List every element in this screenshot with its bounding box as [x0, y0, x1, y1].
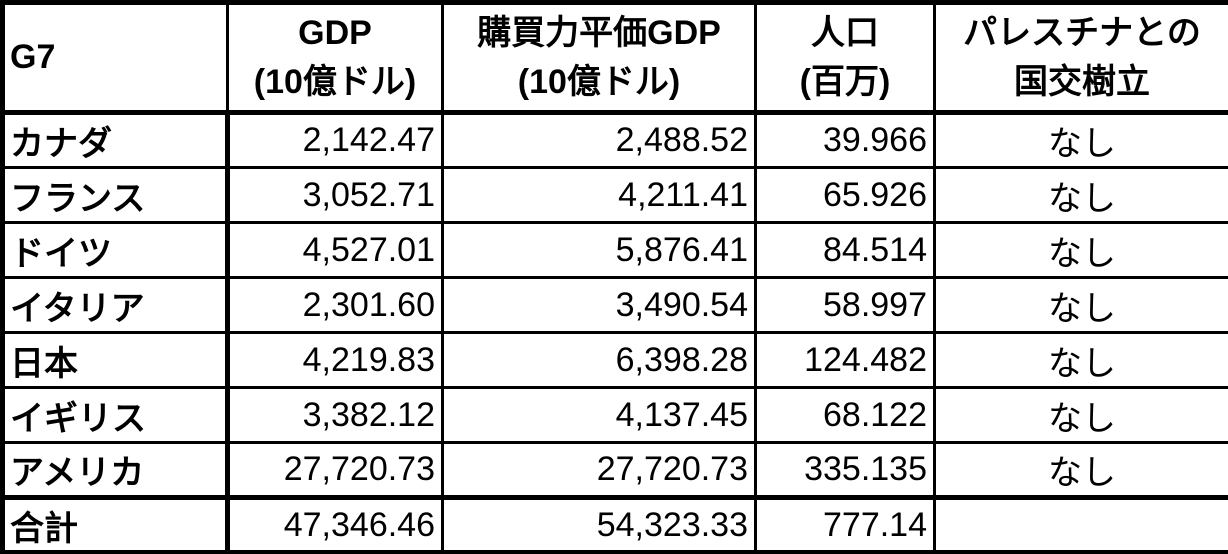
cell-gdp: 2,301.60: [226, 276, 444, 334]
header-pop-line2: (百万): [799, 62, 891, 101]
cell-gdp: 4,219.83: [226, 331, 444, 389]
cell-palestine: なし: [933, 441, 1228, 499]
cell-country: アメリカ: [1, 441, 230, 499]
cell-palestine: なし: [933, 221, 1228, 279]
header-population: 人口 (百万): [754, 1, 936, 115]
cell-ppp-gdp: 3,490.54: [441, 276, 757, 334]
cell-ppp-gdp: 4,137.45: [441, 386, 757, 444]
cell-country: カナダ: [1, 111, 230, 169]
header-g7: G7: [1, 1, 229, 115]
cell-palestine: なし: [933, 111, 1228, 169]
table-row-germany: ドイツ 4,527.01 5,876.41 84.514 なし: [1, 221, 1228, 279]
header-gdp-line2: (10億ドル): [253, 62, 417, 101]
table-row-italy: イタリア 2,301.60 3,490.54 58.997 なし: [1, 276, 1228, 334]
cell-gdp: 27,720.73: [226, 441, 444, 499]
cell-country: イタリア: [1, 276, 230, 334]
table-row-usa: アメリカ 27,720.73 27,720.73 335.135 なし: [1, 441, 1228, 499]
cell-gdp: 4,527.01: [226, 221, 444, 279]
table-row-total: 合計 47,346.46 54,323.33 777.14: [1, 495, 1228, 554]
header-palestine-line2: 国交樹立: [1014, 62, 1150, 101]
cell-palestine: なし: [933, 166, 1228, 224]
header-gdp-line1: GDP: [298, 13, 372, 52]
table-row-france: フランス 3,052.71 4,211.41 65.926 なし: [1, 166, 1228, 224]
header-ppp-gdp: 購買力平価GDP (10億ドル): [441, 1, 757, 115]
cell-population-total: 777.14: [754, 495, 936, 554]
header-palestine-line1: パレスチナとの: [963, 13, 1201, 52]
header-ppp-line2: (10億ドル): [517, 62, 681, 101]
cell-gdp-total: 47,346.46: [226, 495, 444, 554]
cell-population: 124.482: [754, 331, 936, 389]
cell-ppp-gdp-total: 54,323.33: [441, 495, 757, 554]
cell-population: 65.926: [754, 166, 936, 224]
cell-population: 39.966: [754, 111, 936, 169]
table-row-uk: イギリス 3,382.12 4,137.45 68.122 なし: [1, 386, 1228, 444]
cell-ppp-gdp: 4,211.41: [441, 166, 757, 224]
cell-palestine-total: [933, 495, 1228, 554]
cell-total-label: 合計: [1, 495, 230, 554]
cell-palestine: なし: [933, 276, 1228, 334]
header-palestine-relations: パレスチナとの 国交樹立: [933, 1, 1228, 115]
cell-population: 84.514: [754, 221, 936, 279]
cell-country: フランス: [1, 166, 230, 224]
table-row-japan: 日本 4,219.83 6,398.28 124.482 なし: [1, 331, 1228, 389]
header-pop-line1: 人口: [811, 13, 879, 52]
cell-country: 日本: [1, 331, 230, 389]
header-ppp-line1: 購買力平価GDP: [477, 13, 721, 52]
header-row: G7 GDP (10億ドル) 購買力平価GDP (10億ドル) 人口 (百万) …: [1, 1, 1228, 115]
cell-population: 335.135: [754, 441, 936, 499]
cell-gdp: 3,052.71: [226, 166, 444, 224]
cell-ppp-gdp: 5,876.41: [441, 221, 757, 279]
cell-palestine: なし: [933, 386, 1228, 444]
cell-country: イギリス: [1, 386, 230, 444]
cell-palestine: なし: [933, 331, 1228, 389]
cell-ppp-gdp: 27,720.73: [441, 441, 757, 499]
cell-population: 68.122: [754, 386, 936, 444]
cell-country: ドイツ: [1, 221, 230, 279]
cell-gdp: 2,142.47: [226, 111, 444, 169]
cell-population: 58.997: [754, 276, 936, 334]
header-gdp: GDP (10億ドル): [226, 1, 444, 115]
cell-ppp-gdp: 2,488.52: [441, 111, 757, 169]
cell-gdp: 3,382.12: [226, 386, 444, 444]
cell-ppp-gdp: 6,398.28: [441, 331, 757, 389]
table-row-canada: カナダ 2,142.47 2,488.52 39.966 なし: [1, 111, 1228, 169]
